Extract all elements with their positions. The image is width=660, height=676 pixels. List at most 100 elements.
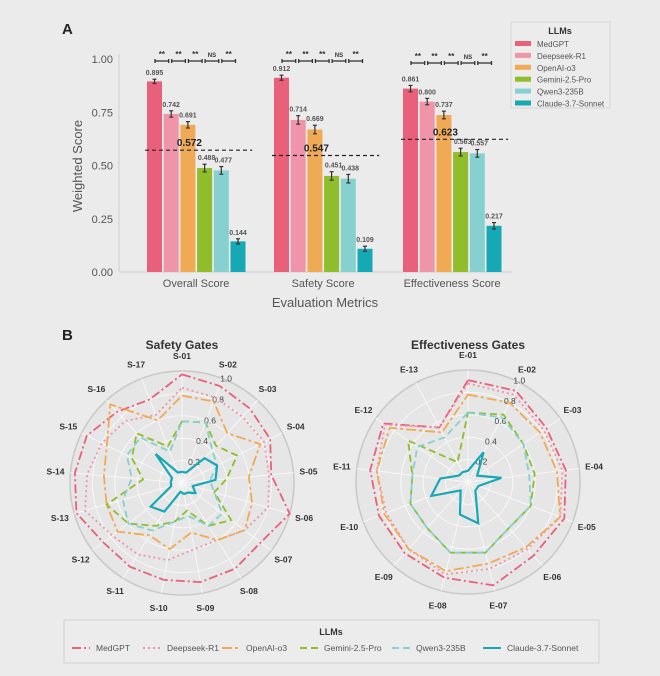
radar-tick-label: 0.4 — [485, 436, 497, 446]
radar-series-qwen3-235b — [121, 420, 224, 532]
radar-title: Safety Gates — [146, 338, 219, 352]
radar-tick-label: 0.4 — [196, 436, 208, 446]
radar-axis-label: S-13 — [51, 513, 69, 523]
bar-value-label: 0.691 — [179, 113, 197, 120]
radar-axis-label: S-09 — [196, 603, 214, 613]
radar-spoke — [181, 472, 294, 484]
radar-series-gemini-2-5-pro — [407, 411, 536, 554]
legend-label: Qwen3-235B — [537, 88, 584, 97]
radar-axis-label: E-07 — [489, 600, 507, 610]
legend-swatch — [515, 100, 531, 106]
radar-spoke — [181, 482, 290, 515]
y-tick-label: 0.75 — [92, 107, 113, 119]
radar-spoke — [181, 482, 242, 579]
radar-tick-label: 1.0 — [513, 375, 525, 385]
legend-label: Claude-3.7-Sonnet — [507, 643, 579, 653]
radar-axis-label: S-11 — [106, 586, 124, 596]
radar-spoke — [415, 382, 469, 483]
significance-label: ** — [415, 52, 422, 61]
bar-value-label: 0.488 — [198, 155, 216, 162]
radar-axis-label: S-12 — [72, 555, 90, 565]
significance-label: ** — [302, 50, 309, 59]
y-axis-label: Weighted Score — [70, 120, 85, 212]
bar-value-label: 0.800 — [418, 89, 436, 96]
radar-axis-label: E-05 — [578, 522, 596, 532]
radar-axis-label: S-10 — [150, 603, 168, 613]
legend-label: Deepseek-R1 — [167, 643, 219, 653]
significance-label: ** — [192, 50, 199, 59]
legend-label: Deepseek-R1 — [537, 52, 586, 61]
y-tick-label: 0.50 — [92, 161, 113, 173]
radar-axis-label: S-01 — [173, 351, 191, 361]
legend-label: Gemini-2.5-Pro — [537, 76, 592, 85]
radar-axis-label: E-10 — [340, 522, 358, 532]
radar-spoke — [106, 399, 183, 484]
bar-openai-o3 — [436, 115, 452, 272]
bar-openai-o3 — [307, 129, 323, 272]
radar-axis-label: E-12 — [354, 405, 372, 415]
radar-spoke — [375, 417, 469, 483]
radar-axis-label: S-06 — [295, 513, 313, 523]
x-axis-label: Evaluation Metrics — [272, 295, 379, 310]
legend-title: LLMs — [319, 627, 343, 637]
radar-axis-label: S-03 — [259, 384, 277, 394]
radar-axis-label: E-13 — [400, 365, 418, 375]
legend-label: Qwen3-235B — [416, 643, 466, 653]
bar-claude-3-7-sonnet — [230, 241, 246, 272]
bar-openai-o3 — [180, 124, 196, 272]
legend-swatch — [515, 52, 531, 58]
radar-tick-label: 0.2 — [188, 457, 200, 467]
radar-spoke — [363, 481, 469, 523]
bar-medgpt — [274, 77, 289, 272]
radar-tick-label: 0.6 — [494, 416, 506, 426]
radar-axis-label: E-03 — [564, 405, 582, 415]
radar-spoke — [81, 432, 183, 484]
bar-deepseek-r1 — [163, 113, 179, 272]
radar-axis-label: E-04 — [585, 462, 603, 472]
bar-gemini-2-5-pro — [324, 175, 340, 272]
significance-label: NS — [335, 53, 343, 59]
bar-qwen3-235b — [213, 170, 229, 272]
radar-spoke — [181, 378, 223, 484]
radar-tick-label: 1.0 — [220, 373, 232, 383]
bar-value-label: 0.742 — [162, 102, 180, 109]
x-tick-label: Effectiveness Score — [404, 278, 501, 290]
legend-label: MedGPT — [96, 643, 130, 653]
radar-axis-label: S-07 — [274, 555, 292, 565]
radar-axis-label: S-04 — [287, 421, 305, 431]
radar-series-openai-o3 — [102, 394, 262, 551]
bar-value-label: 0.477 — [215, 158, 233, 165]
legend-swatch — [515, 64, 531, 70]
radar-spoke — [467, 417, 561, 483]
legend-title: LLMs — [548, 26, 572, 36]
radar-legend: LLMs MedGPT Deepseek-R1 OpenAI-o3 Gemini-2.5… — [63, 619, 600, 664]
radar-series-openai-o3 — [375, 393, 562, 573]
bar-claude-3-7-sonnet — [486, 225, 502, 272]
legend-label: MedGPT — [537, 40, 569, 49]
significance-label: ** — [286, 50, 293, 59]
bar-qwen3-235b — [340, 178, 356, 272]
significance-label: ** — [448, 52, 455, 61]
bar-deepseek-r1 — [419, 101, 435, 272]
significance-label: ** — [175, 50, 182, 59]
radar-series-claude-3-7-sonnet — [148, 453, 219, 513]
radar-spoke — [467, 481, 573, 523]
y-tick-label: 0.00 — [92, 267, 113, 279]
y-tick-label: 1.00 — [92, 54, 113, 66]
bar-value-label: 0.109 — [356, 237, 374, 244]
radar-axis-label: E-06 — [543, 572, 561, 582]
radar-spoke — [467, 382, 521, 483]
radar-spoke — [70, 472, 183, 484]
bar-value-label: 0.714 — [289, 107, 307, 114]
significance-label: ** — [319, 50, 326, 59]
legend-label: Gemini-2.5-Pro — [324, 643, 382, 653]
radar-series-gemini-2-5-pro — [105, 420, 239, 527]
bar-value-label: 0.912 — [273, 66, 291, 73]
bar-value-label: 0.438 — [342, 165, 360, 172]
bar-claude-3-7-sonnet — [357, 248, 373, 272]
radar-axis-label: S-17 — [127, 360, 145, 370]
significance-label: ** — [431, 52, 438, 61]
legend-swatch — [515, 76, 531, 82]
